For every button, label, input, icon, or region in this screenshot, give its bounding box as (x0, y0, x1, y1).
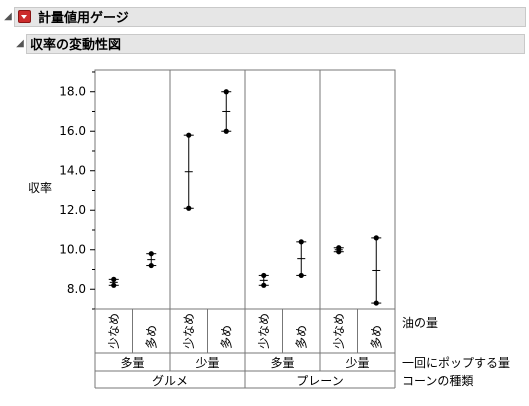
oil-level-label: 少なめ (257, 313, 271, 349)
data-point (373, 300, 379, 306)
popcorn-level-label: 多量 (270, 356, 294, 370)
data-point (186, 132, 192, 138)
data-point (298, 239, 304, 245)
popcorn-level-label: 少量 (195, 356, 219, 370)
oil-level-label: 少なめ (107, 313, 121, 349)
data-point (111, 282, 117, 288)
y-tick-label: 16.0 (59, 124, 86, 138)
oil-factor-name: 油の量 (402, 316, 438, 330)
oil-level-label: 多め (294, 325, 308, 349)
popcorn-factor-name: 一回にポップする量 (402, 356, 510, 370)
variability-outline-header: ◢ 収率の変動性図 (14, 33, 525, 54)
gauge-title: 計量値用ゲージ (38, 11, 129, 26)
variability-title-bar: 収率の変動性図 (26, 33, 525, 54)
data-point (261, 282, 267, 288)
disclosure-triangle-icon[interactable]: ◢ (4, 10, 12, 22)
data-point (336, 245, 342, 251)
data-point (223, 128, 229, 134)
data-point (223, 89, 229, 95)
red-triangle-menu-icon[interactable] (18, 10, 31, 23)
y-tick-label: 12.0 (59, 203, 86, 217)
corn-type-label: プレーン (296, 374, 343, 388)
oil-level-label: 多め (144, 325, 158, 349)
y-tick-label: 18.0 (59, 85, 86, 99)
data-point (373, 235, 379, 241)
data-point (111, 276, 117, 282)
data-point (148, 251, 154, 257)
y-tick-label: 10.0 (59, 243, 86, 257)
oil-level-label: 多め (369, 325, 383, 349)
y-tick-label: 8.0 (67, 282, 86, 296)
y-tick-label: 14.0 (59, 164, 86, 178)
gauge-outline-header: ◢ 計量値用ゲージ (2, 6, 526, 27)
variability-chart-title: 収率の変動性図 (30, 38, 122, 53)
y-axis-label: 収率 (28, 180, 52, 195)
oil-level-label: 少なめ (182, 313, 196, 349)
data-point (186, 205, 192, 211)
oil-level-label: 多め (219, 325, 233, 349)
gauge-title-bar: 計量値用ゲージ (14, 6, 526, 27)
disclosure-triangle-icon[interactable]: ◢ (16, 37, 24, 49)
data-point (336, 249, 342, 255)
popcorn-level-label: 多量 (120, 356, 144, 370)
popcorn-level-label: 少量 (345, 356, 369, 370)
oil-level-label: 少なめ (332, 313, 346, 349)
corn-type-label: グルメ (152, 374, 188, 388)
corn-type-factor-name: コーンの種類 (402, 374, 473, 388)
data-point (261, 272, 267, 279)
data-point (148, 262, 154, 269)
data-point (298, 272, 304, 279)
